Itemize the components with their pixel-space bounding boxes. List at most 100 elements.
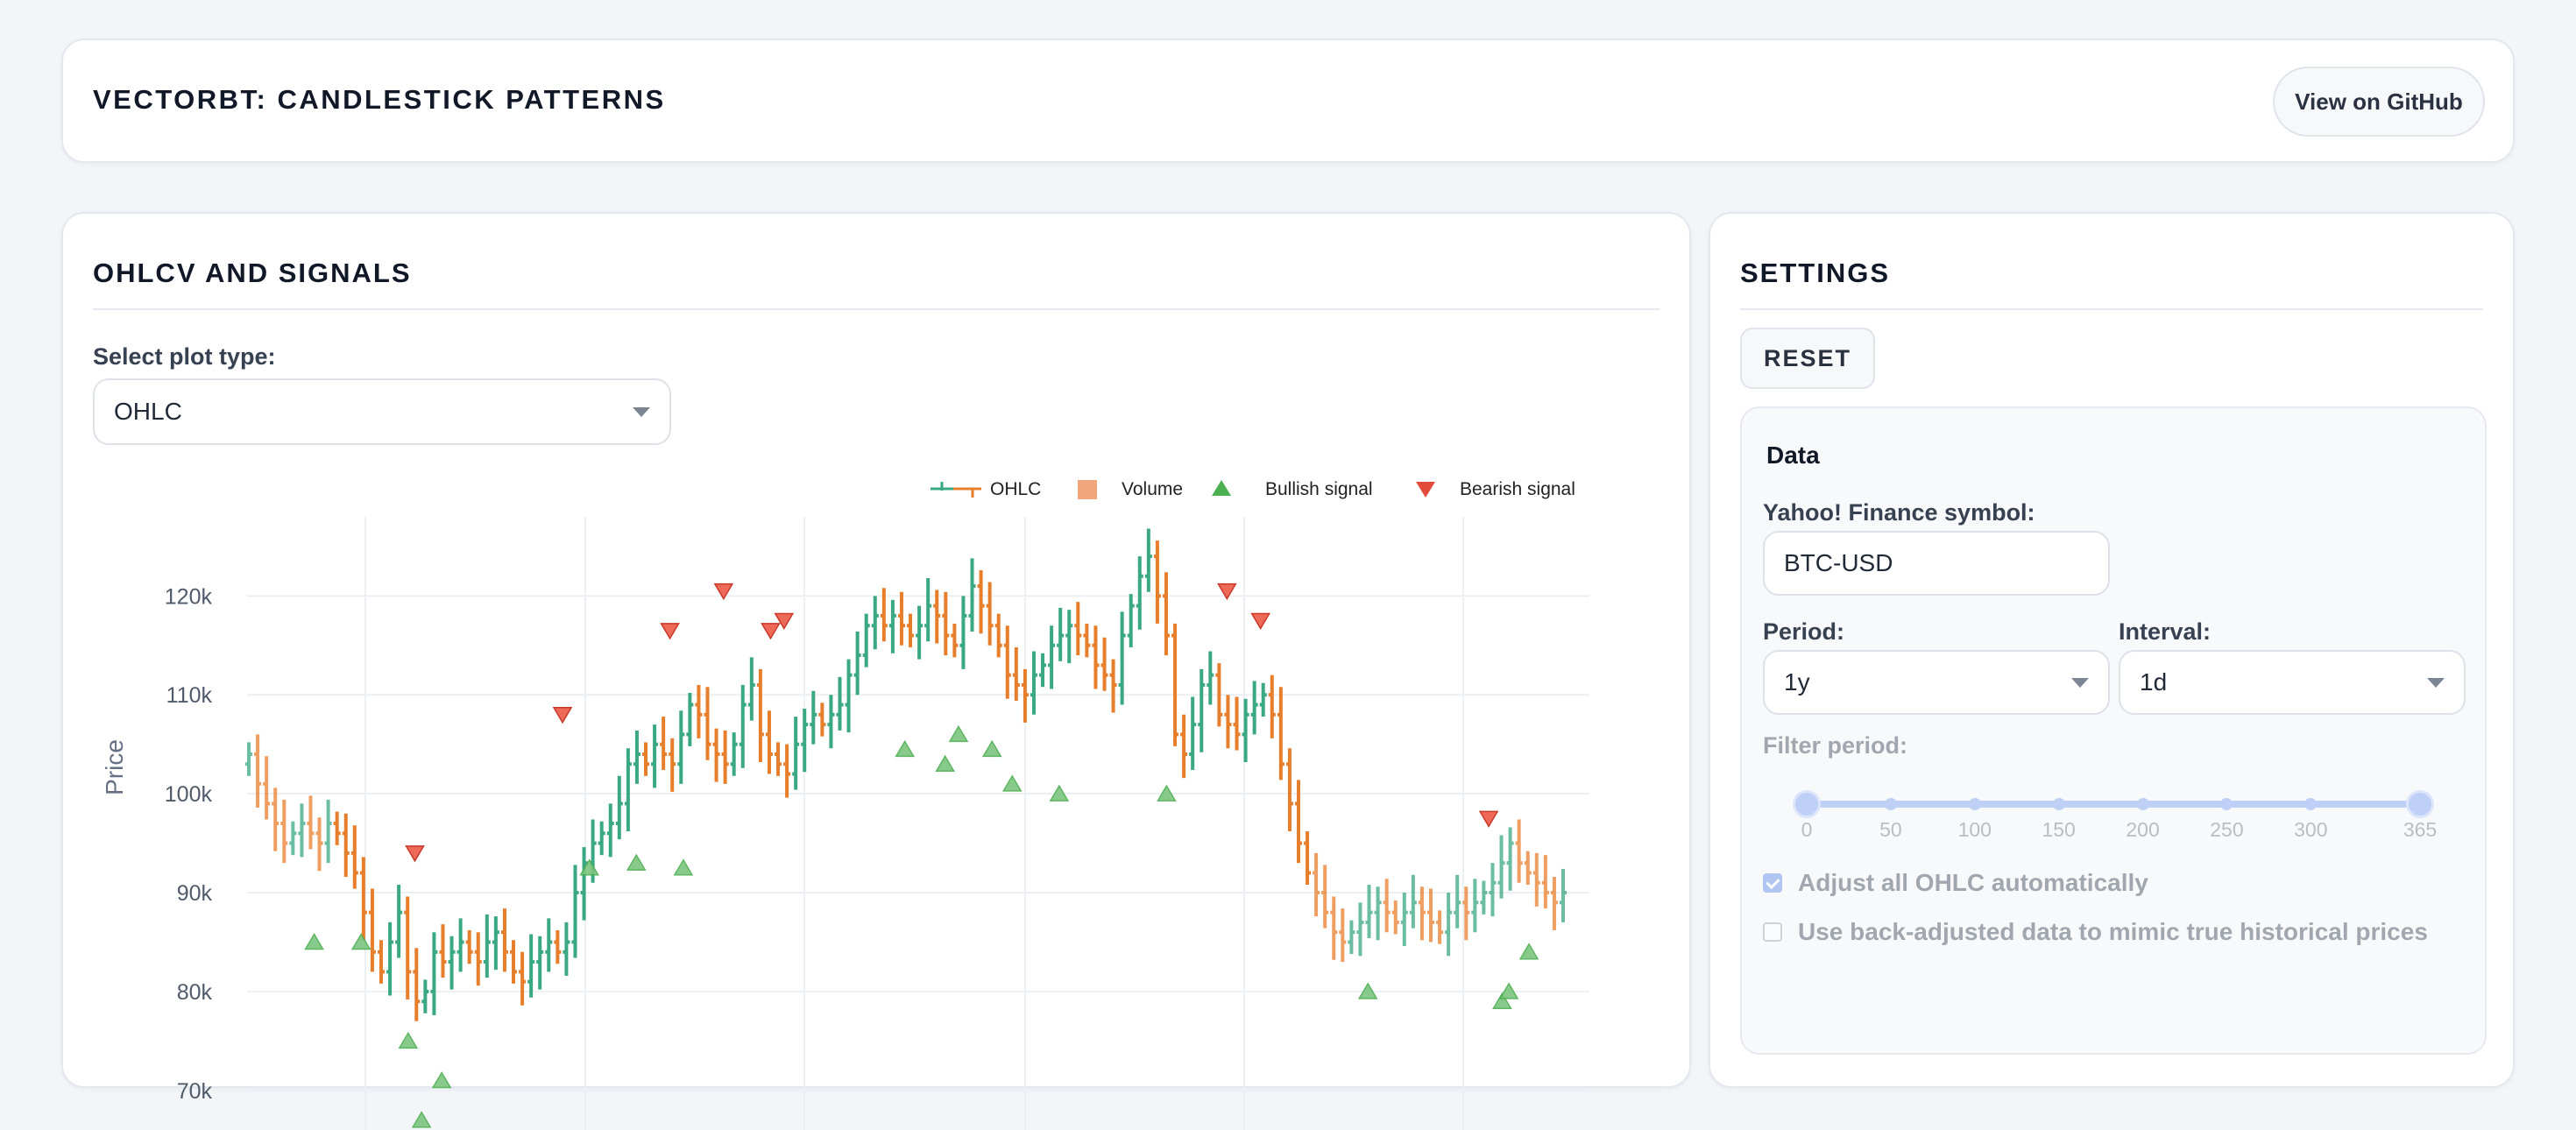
bullish-signal-marker bbox=[981, 739, 1002, 758]
ohlc-bar bbox=[1304, 831, 1312, 885]
bullish-signal-marker bbox=[1498, 982, 1519, 999]
back-adjusted-label: Use back-adjusted data to mimic true his… bbox=[1798, 918, 2428, 945]
ohlc-bar bbox=[386, 922, 394, 996]
ohlc-bar bbox=[536, 936, 544, 990]
legend-ohlc[interactable]: OHLC bbox=[931, 479, 1041, 499]
bullish-signal-marker bbox=[1049, 784, 1070, 802]
ohlc-bar bbox=[1012, 647, 1020, 701]
header-card: VECTORBT: CANDLESTICK PATTERNS View on G… bbox=[61, 39, 2515, 163]
ohlc-bar bbox=[1462, 886, 1470, 941]
ohlc-bar bbox=[298, 803, 306, 858]
ohlc-bar bbox=[554, 929, 562, 964]
ohlc-bar bbox=[942, 591, 950, 656]
ohlc-bar bbox=[871, 596, 879, 650]
legend-bullish[interactable]: Bullish signal bbox=[1212, 479, 1373, 499]
chevron-down-icon bbox=[633, 407, 650, 417]
ohlc-bar bbox=[1057, 607, 1065, 661]
bullish-signal-marker bbox=[411, 1111, 432, 1128]
ohlc-bar bbox=[254, 734, 262, 808]
ohlc-bar bbox=[289, 821, 297, 856]
ohlc-bar bbox=[977, 569, 985, 634]
symbol-input[interactable]: BTC-USD bbox=[1763, 531, 2110, 596]
ohlc-bar bbox=[1365, 885, 1373, 938]
ohlc-bar bbox=[1021, 668, 1029, 723]
ohlc-bar bbox=[1198, 668, 1206, 752]
ohlc-bar bbox=[1515, 819, 1523, 883]
ohlc-bar bbox=[677, 710, 685, 784]
back-adjusted-checkbox[interactable] bbox=[1763, 922, 1782, 942]
slider-mark-label: 0 bbox=[1801, 818, 1813, 841]
view-on-github-button[interactable]: View on GitHub bbox=[2273, 67, 2485, 137]
bullish-signal-marker bbox=[626, 853, 647, 871]
ohlc-bar bbox=[642, 742, 650, 776]
ohlc-bar bbox=[456, 918, 464, 972]
bullish-signal-marker bbox=[1157, 784, 1177, 802]
ohlc-bar bbox=[924, 578, 932, 642]
interval-select[interactable]: 1d bbox=[2119, 650, 2466, 715]
period-select[interactable]: 1y bbox=[1763, 650, 2110, 715]
slider-dot bbox=[1968, 798, 1981, 810]
back-adjusted-row[interactable]: Use back-adjusted data to mimic true his… bbox=[1763, 918, 2428, 946]
legend-volume[interactable]: Volume bbox=[1078, 479, 1183, 499]
slider-handle-start[interactable] bbox=[1793, 790, 1821, 818]
bearish-signal-marker bbox=[774, 612, 795, 631]
ohlc-bar bbox=[571, 865, 579, 958]
ohlcv-panel-title: OHLCV AND SIGNALS bbox=[93, 258, 412, 288]
slider-handle-end[interactable] bbox=[2406, 790, 2434, 818]
ohlc-bar bbox=[598, 821, 605, 856]
ohlc-bar bbox=[1506, 827, 1514, 891]
ohlc-bar bbox=[1426, 888, 1434, 943]
adjust-ohlc-checkbox[interactable] bbox=[1763, 873, 1782, 893]
ohlc-bar bbox=[1048, 625, 1056, 689]
ohlc-bar bbox=[801, 709, 809, 773]
ohlc-bar bbox=[245, 742, 252, 776]
ohlc-bar bbox=[448, 936, 456, 990]
ohlc-bar bbox=[510, 940, 518, 984]
bearish-signal-marker bbox=[660, 623, 680, 640]
ohlc-bar bbox=[404, 896, 412, 999]
bullish-signal-marker bbox=[1492, 992, 1512, 1009]
legend-ohlc-label: OHLC bbox=[990, 479, 1041, 499]
plot-type-select[interactable]: OHLC bbox=[93, 378, 671, 445]
ohlc-bar bbox=[836, 676, 844, 731]
ohlc-bar bbox=[1391, 900, 1399, 935]
ohlc-bar bbox=[951, 623, 959, 658]
ohlc-bar bbox=[1294, 780, 1302, 864]
adjust-ohlc-row[interactable]: Adjust all OHLC automatically bbox=[1763, 869, 2148, 897]
ohlc-bar bbox=[1039, 653, 1047, 688]
ohlc-bar bbox=[907, 613, 915, 648]
ohlc-bar bbox=[1445, 893, 1453, 957]
ohlc-bar bbox=[1118, 611, 1126, 705]
reset-button[interactable]: RESET bbox=[1740, 328, 1875, 389]
data-panel-title: Data bbox=[1766, 441, 1820, 469]
ohlc-bar bbox=[686, 692, 694, 746]
bearish-signal-marker bbox=[1250, 612, 1270, 631]
y-tick-label: 110k bbox=[166, 683, 213, 708]
ohlcv-chart[interactable]: OHLC Volume Bullish signal Bearish signa… bbox=[63, 464, 1689, 1130]
ohlc-bar bbox=[430, 932, 438, 1016]
ohlc-bar bbox=[845, 659, 853, 733]
ohlc-bar bbox=[1497, 835, 1505, 899]
ohlc-bar bbox=[1003, 625, 1011, 699]
ohlc-bar bbox=[933, 590, 941, 644]
ohlc-bar bbox=[272, 787, 280, 851]
divider bbox=[1740, 308, 2483, 310]
chevron-down-icon bbox=[2071, 678, 2089, 688]
ohlc-bar bbox=[1321, 865, 1329, 929]
ohlc-bar bbox=[1339, 908, 1347, 963]
ohlc-bar bbox=[1524, 851, 1532, 885]
ohlc-bar bbox=[1153, 540, 1161, 624]
ohlc-bar bbox=[1277, 687, 1284, 780]
bearish-signal-marker bbox=[1478, 810, 1499, 828]
ohlc-bar bbox=[888, 599, 896, 653]
filter-period-slider[interactable] bbox=[1793, 790, 2434, 818]
ohlc-bar bbox=[1136, 556, 1143, 630]
slider-mark-label: 200 bbox=[2126, 818, 2160, 841]
ohlc-bar bbox=[721, 730, 729, 784]
legend-bearish[interactable]: Bearish signal bbox=[1416, 479, 1575, 499]
slider-mark-label: 300 bbox=[2294, 818, 2328, 841]
y-tick-label: 120k bbox=[165, 584, 213, 609]
bullish-signal-marker bbox=[948, 724, 969, 743]
bullish-signal-marker bbox=[935, 754, 955, 773]
y-tick-label: 70k bbox=[177, 1079, 213, 1104]
